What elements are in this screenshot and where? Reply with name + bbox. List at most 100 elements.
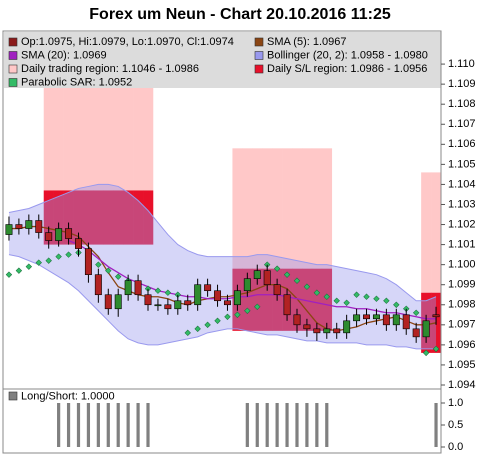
sar-dot xyxy=(184,329,191,337)
region-block xyxy=(43,32,54,191)
sar-dot xyxy=(204,321,211,329)
region-block xyxy=(113,32,124,191)
candle-body xyxy=(184,300,192,306)
candle-body xyxy=(154,304,162,307)
sar-dot xyxy=(224,313,231,320)
long-short-bar xyxy=(66,403,71,447)
region-block xyxy=(113,190,124,245)
region-block xyxy=(431,172,442,293)
legend-swatch xyxy=(254,51,264,60)
sar-dot xyxy=(432,345,440,353)
legend-swatch xyxy=(254,64,264,74)
candle-body xyxy=(5,224,13,235)
candle-body xyxy=(55,228,63,241)
sar-dot xyxy=(323,293,330,300)
long-short-bar xyxy=(136,403,140,447)
region-block xyxy=(232,148,243,269)
y-tick-label: 1.099 xyxy=(448,279,476,291)
region-block xyxy=(421,172,432,293)
y-tick-label: 1.110 xyxy=(448,58,475,70)
sar-dot xyxy=(353,291,360,298)
region-block xyxy=(133,32,144,191)
y-tick-label: 1.102 xyxy=(448,218,476,230)
region-block xyxy=(63,32,74,191)
candle-body xyxy=(25,220,33,229)
candle-body xyxy=(144,294,152,306)
candle-body xyxy=(35,220,43,233)
candle-body xyxy=(124,280,132,296)
region-block xyxy=(252,148,263,269)
long-short-bar xyxy=(325,403,329,447)
sar-dot xyxy=(194,325,201,333)
long-short-bar xyxy=(245,403,249,447)
legend-label: SMA (5): 1.0967 xyxy=(267,36,347,48)
region-block xyxy=(83,190,94,245)
y-tick-label: 1.098 xyxy=(448,299,476,311)
legend-swatch xyxy=(8,64,18,74)
sar-dot xyxy=(105,267,112,274)
long-short-bar xyxy=(434,403,438,447)
region-block xyxy=(123,32,134,191)
region-block xyxy=(53,32,64,191)
candle-body xyxy=(243,278,251,292)
candle-body xyxy=(65,228,73,239)
candle-body xyxy=(45,232,53,241)
long-short-bar xyxy=(285,403,289,447)
chart-title: Forex um Neun - Chart 20.10.2016 11:25 xyxy=(89,6,391,23)
long-short-bar xyxy=(146,403,150,447)
sar-dot xyxy=(373,295,380,302)
sar-dot xyxy=(154,287,162,294)
sar-dot xyxy=(383,297,390,304)
sar-dot xyxy=(35,259,42,266)
region-block xyxy=(133,190,144,245)
sar-dot xyxy=(164,289,172,296)
region-block xyxy=(63,190,74,245)
candle-body xyxy=(94,274,102,296)
candle-body xyxy=(382,314,390,326)
candle-body xyxy=(253,270,261,279)
candle-body xyxy=(353,314,361,322)
legend-label: Daily S/L region: 1.0986 - 1.0956 xyxy=(267,63,427,75)
sar-dot xyxy=(333,297,340,304)
long-short-bar xyxy=(255,403,259,447)
sar-dot xyxy=(244,307,251,314)
y-tick-label: 0.0 xyxy=(448,441,463,453)
candle-body xyxy=(422,320,430,338)
region-block xyxy=(143,32,154,191)
band-edge xyxy=(8,254,437,350)
y-tick-label: 1.107 xyxy=(448,118,476,130)
candle-body xyxy=(392,314,400,326)
legend-label: SMA (20): 1.0969 xyxy=(21,49,107,61)
candle-body xyxy=(283,294,291,316)
region-block xyxy=(311,268,323,331)
sar-dot xyxy=(95,261,102,268)
sar-dot xyxy=(412,309,420,316)
long-short-bar xyxy=(126,403,130,447)
region-block xyxy=(262,268,273,331)
sar-dot xyxy=(45,257,52,264)
candle-body xyxy=(333,328,341,334)
region-block xyxy=(43,190,54,245)
band-edge xyxy=(8,183,437,302)
candle-body xyxy=(343,320,351,334)
candle-body xyxy=(273,284,281,296)
y-tick-label: 1.104 xyxy=(448,178,476,190)
sar-dot xyxy=(283,271,291,278)
region-block xyxy=(73,190,84,245)
candle-body xyxy=(372,314,380,320)
region-block xyxy=(311,148,323,269)
long-short-bar xyxy=(57,403,61,447)
candle-body xyxy=(194,284,202,306)
long-short-bar xyxy=(265,403,269,447)
long-short-bar xyxy=(275,403,279,447)
y-tick-label: 1.109 xyxy=(448,78,476,90)
region-block xyxy=(53,190,64,245)
region-block xyxy=(73,32,84,191)
sar-dot xyxy=(55,253,62,260)
sar-dot xyxy=(234,311,241,318)
region-block xyxy=(103,190,114,245)
region-block xyxy=(143,190,154,245)
long-short-bar xyxy=(295,403,299,447)
y-tick-label: 1.097 xyxy=(448,319,476,331)
